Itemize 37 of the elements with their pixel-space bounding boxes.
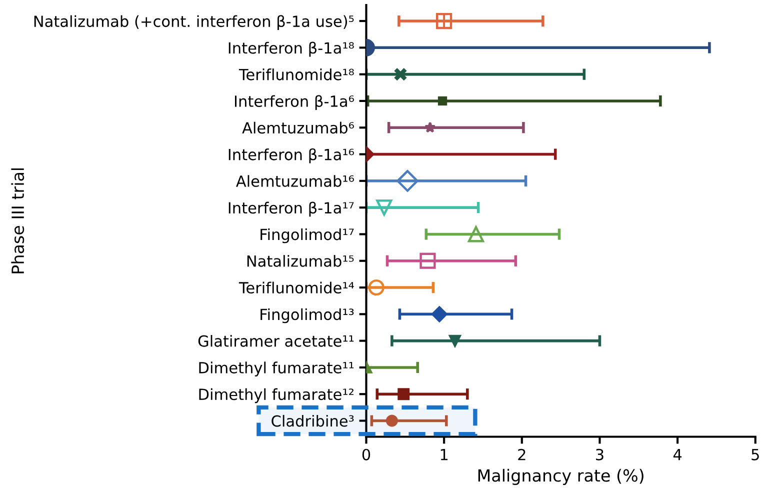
y-tick-label: Interferon β-1a⁶ xyxy=(235,95,354,110)
y-tick-label: Interferon β-1a¹⁸ xyxy=(228,42,354,57)
y-tick-label: Cladribine³ xyxy=(272,414,354,427)
y-tick-label: Alemtuzumab¹⁶ xyxy=(236,175,354,187)
x-tick-label: 2 xyxy=(518,448,526,460)
y-tick-label: Teriflunomide¹⁸ xyxy=(238,68,354,80)
y-tick-label: Glatiramer acetate¹¹ xyxy=(198,335,354,347)
y-tick-label: Dimethyl fumarate¹¹ xyxy=(199,362,354,376)
y-tick-label: Interferon β-1a¹⁷ xyxy=(228,202,354,217)
point xyxy=(436,12,452,30)
point xyxy=(368,279,384,296)
point xyxy=(376,200,392,216)
point xyxy=(386,414,398,427)
y-axis-title: Phase III trial xyxy=(11,168,24,274)
y-tick-label: Fingolimod¹³ xyxy=(260,308,354,324)
point xyxy=(468,226,484,242)
point xyxy=(424,122,436,133)
x-tick-label: 4 xyxy=(673,449,682,460)
x-axis-title: Malignancy rate (%) xyxy=(478,468,644,486)
y-tick-label: Alemtuzumab⁶ xyxy=(242,122,354,134)
point xyxy=(420,252,436,269)
y-tick-label: Fingolimod¹⁷ xyxy=(260,228,354,244)
point xyxy=(431,306,448,322)
x-tick-label: 3 xyxy=(596,448,604,460)
point xyxy=(438,96,448,106)
point xyxy=(398,388,410,400)
x-tick-label: 1 xyxy=(440,449,448,460)
point xyxy=(448,334,461,347)
y-tick-label: Teriflunomide¹⁴ xyxy=(238,282,354,294)
x-tick-label: 5 xyxy=(752,449,759,460)
y-tick-label: Interferon β-1a¹⁶ xyxy=(228,148,354,164)
y-tick-label: Dimethyl fumarate¹² xyxy=(199,388,354,404)
point xyxy=(396,170,418,192)
y-tick-label: Natalizumab¹⁵ xyxy=(247,255,354,267)
y-tick-label: Natalizumab (+cont. interferon β-1a use)⁵ xyxy=(34,15,354,30)
point xyxy=(394,67,408,82)
x-tick-label: 0 xyxy=(362,448,370,460)
